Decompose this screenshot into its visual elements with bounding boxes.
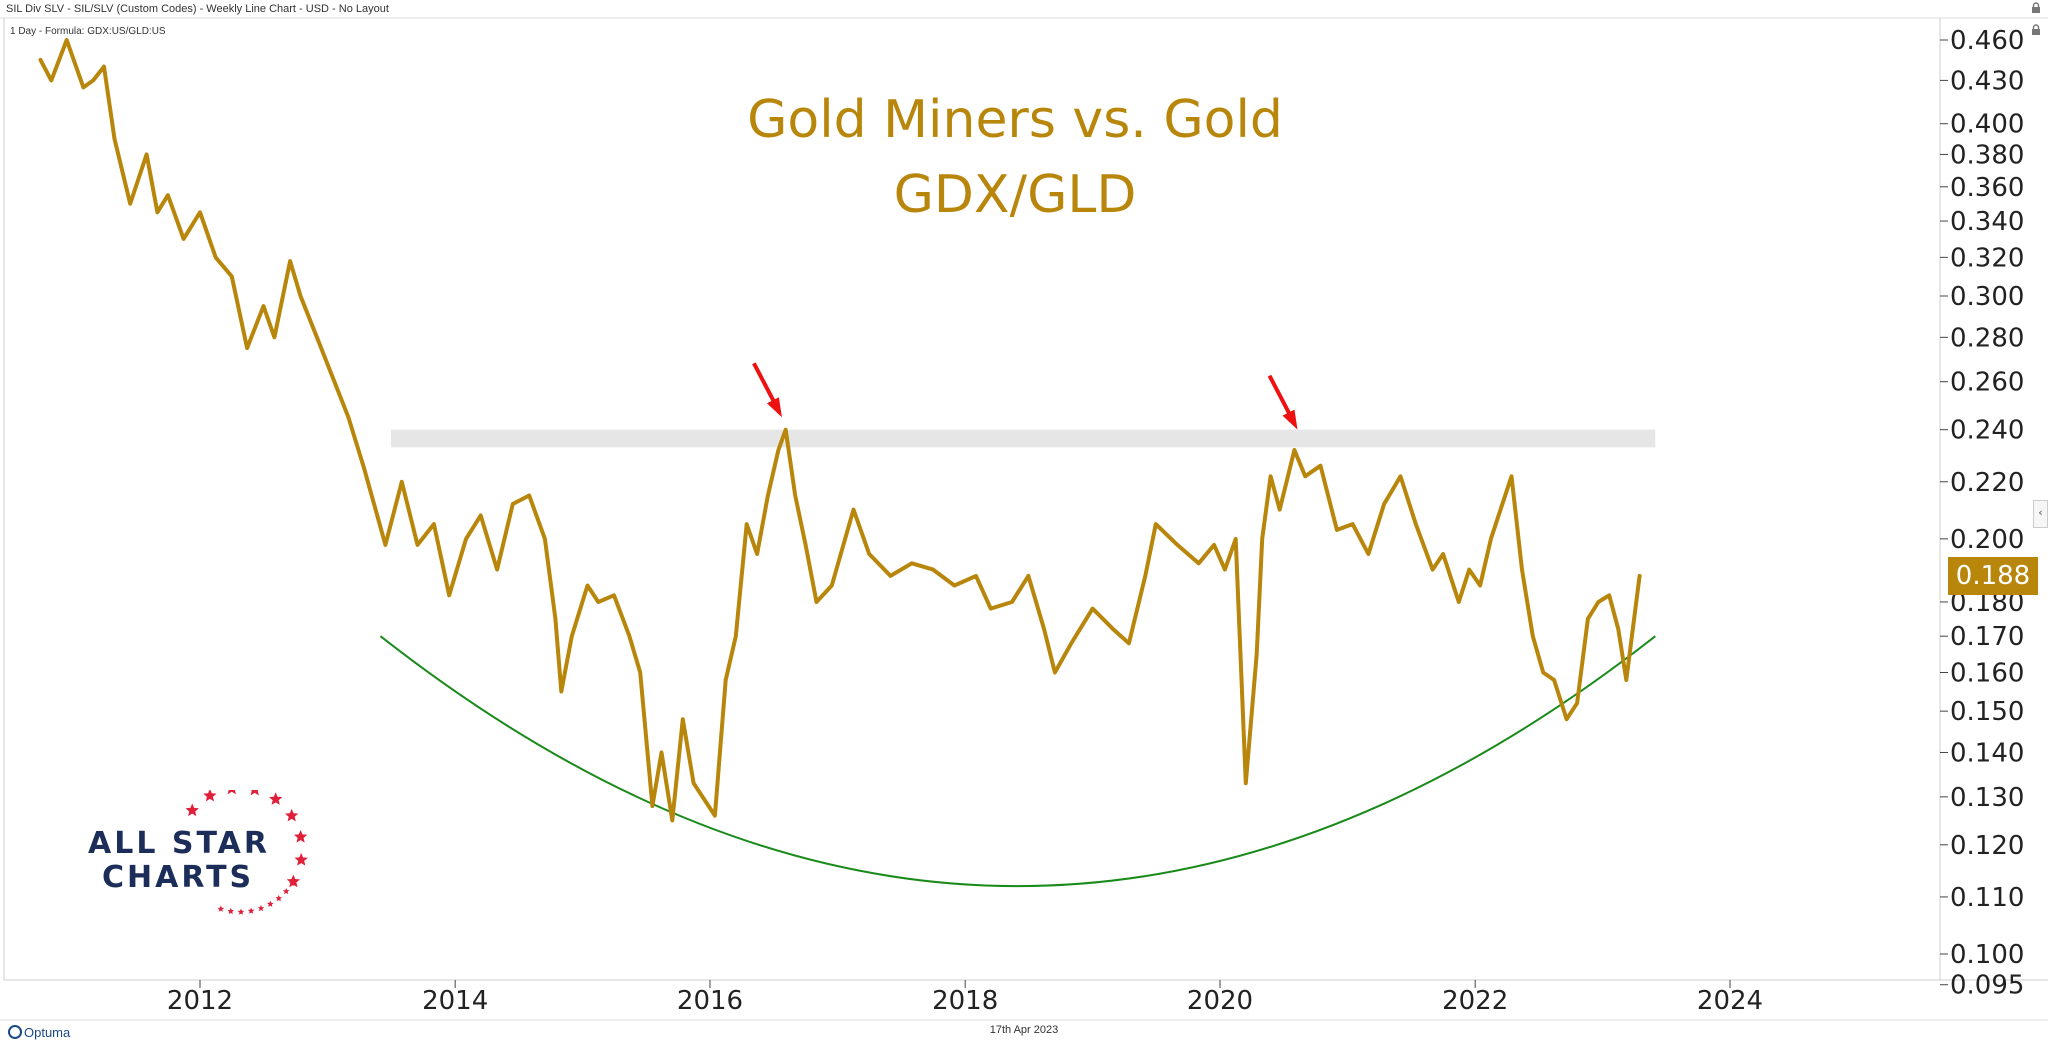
window-header: SIL Div SLV - SIL/SLV (Custom Codes) - W… [0,0,2048,18]
formula-label: 1 Day - Formula: GDX:US/GLD:US [10,26,166,37]
logo-star [257,904,265,912]
y-tick-label: 0.360 [1950,173,2024,203]
y-tick-label: 0.110 [1950,883,2024,913]
y-tick-label: 0.430 [1950,66,2024,96]
y-tick-label: 0.240 [1950,416,2024,446]
chart-subtitle: GDX/GLD [893,165,1137,225]
y-tick-label: 0.170 [1950,622,2024,652]
logo-star [227,907,235,915]
logo-star [267,900,274,907]
x-tick-label: 2024 [1697,986,1763,1016]
red-arrow [1267,374,1298,430]
y-tick-label: 0.150 [1950,697,2024,727]
logo-text-line2: CHARTS [102,860,255,895]
lock-icon[interactable] [2030,24,2042,36]
x-tick-label: 2012 [167,986,233,1016]
brand-label: Optuma [8,1025,70,1040]
y-tick-label: 0.380 [1950,140,2024,170]
logo-text-line1: ALL STAR [88,826,270,861]
logo-stars [185,790,308,915]
saucer-arc [379,635,1656,887]
last-value-badge: 0.188 [1948,556,2038,595]
logo-star [203,790,217,802]
footer-bar: Optuma 17th Apr 2023 [0,1022,2048,1043]
y-tick-label: 0.100 [1950,940,2024,970]
y-tick-label: 0.200 [1950,525,2024,555]
red-arrow [752,362,782,418]
y-tick-label: 0.140 [1950,738,2024,768]
logo-star [289,879,296,887]
footer-date: 17th Apr 2023 [989,1024,1059,1036]
y-tick-label: 0.130 [1950,783,2024,813]
logo-star [294,852,308,866]
y-tick-label: 0.400 [1950,110,2024,140]
y-tick-label: 0.260 [1950,368,2024,398]
x-tick-label: 2018 [932,986,998,1016]
x-tick-label: 2020 [1187,986,1253,1016]
y-tick-label: 0.220 [1950,468,2024,498]
x-tick-label: 2016 [677,986,743,1016]
lock-icon[interactable] [2030,2,2042,14]
logo-star [269,792,283,805]
logo-star [237,908,245,915]
logo-star [217,905,225,912]
y-tick-label: 0.340 [1950,207,2024,237]
logo-star [285,808,299,822]
y-tick-label: 0.460 [1950,26,2024,56]
logo-star [185,803,199,817]
x-tick-label: 2014 [422,986,488,1016]
chart-title: Gold Miners vs. Gold [747,90,1283,150]
logo-star [286,874,300,888]
logo-star [250,790,259,796]
resistance-band [390,429,1656,448]
y-tick-label: 0.300 [1950,282,2024,312]
logo-star [227,790,236,795]
collapse-arrow-icon[interactable]: ‹ [2033,500,2048,528]
chart-header-title: SIL Div SLV - SIL/SLV (Custom Codes) - W… [6,3,389,15]
y-tick-label: 0.320 [1950,243,2024,273]
x-tick-label: 2022 [1442,986,1508,1016]
optuma-logo-icon [8,1025,22,1039]
logo-star [282,887,290,895]
logo-star [247,907,255,914]
logo-star [294,830,308,843]
logo-star [275,894,283,902]
y-tick-label: 0.160 [1950,659,2024,689]
y-tick-label: 0.120 [1950,831,2024,861]
y-tick-label: 0.280 [1950,323,2024,353]
all-star-charts-logo: ALL STAR CHARTS [82,790,322,920]
brand-text: Optuma [24,1025,71,1040]
y-tick-label: 0.095 [1950,971,2024,1001]
series-line[interactable] [38,38,1642,823]
